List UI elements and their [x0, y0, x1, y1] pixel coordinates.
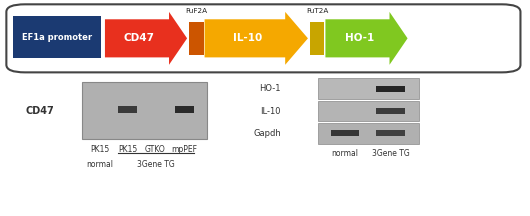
Text: normal: normal [87, 160, 114, 169]
FancyBboxPatch shape [6, 4, 520, 72]
Polygon shape [325, 12, 408, 65]
FancyBboxPatch shape [310, 22, 324, 55]
Text: EF1a promoter: EF1a promoter [22, 33, 92, 42]
Text: PK15: PK15 [118, 145, 137, 154]
Text: Gapdh: Gapdh [253, 129, 281, 138]
FancyBboxPatch shape [189, 22, 204, 55]
Text: PK15: PK15 [91, 145, 110, 154]
Text: HO-1: HO-1 [346, 33, 375, 43]
FancyBboxPatch shape [82, 82, 207, 139]
Text: CD47: CD47 [25, 106, 54, 116]
Polygon shape [205, 12, 308, 65]
FancyBboxPatch shape [175, 106, 193, 113]
FancyBboxPatch shape [318, 101, 419, 121]
Text: IL-10: IL-10 [260, 106, 281, 116]
Text: FuT2A: FuT2A [306, 8, 328, 14]
Text: CD47: CD47 [124, 33, 155, 43]
Text: IL-10: IL-10 [233, 33, 262, 43]
Text: 3Gene TG: 3Gene TG [137, 160, 175, 169]
FancyBboxPatch shape [13, 16, 101, 58]
Polygon shape [105, 12, 187, 65]
FancyBboxPatch shape [318, 78, 419, 99]
FancyBboxPatch shape [118, 106, 137, 113]
FancyBboxPatch shape [318, 123, 419, 144]
Text: GTKO: GTKO [145, 145, 165, 154]
FancyBboxPatch shape [376, 86, 404, 92]
Text: FuF2A: FuF2A [185, 8, 207, 14]
Text: HO-1: HO-1 [259, 84, 281, 93]
Text: mpPEF: mpPEF [171, 145, 197, 154]
Text: 3Gene TG: 3Gene TG [372, 149, 409, 158]
FancyBboxPatch shape [331, 130, 359, 136]
Text: normal: normal [332, 149, 359, 158]
FancyBboxPatch shape [376, 130, 404, 136]
FancyBboxPatch shape [376, 108, 404, 114]
